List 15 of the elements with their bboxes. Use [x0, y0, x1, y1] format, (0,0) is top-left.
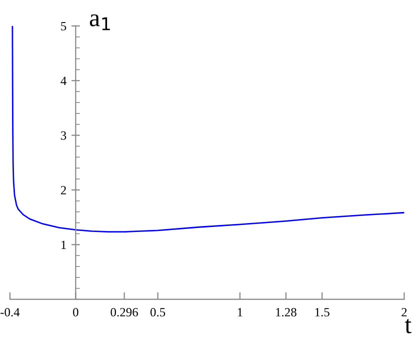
y-tick-label: 2	[60, 186, 66, 194]
y-axis-title: a$_{1}$	[90, 14, 110, 30]
x-tick-label: 1.5	[315, 308, 330, 316]
x-tick-label: 0	[73, 308, 78, 316]
y-tick-label: 4	[60, 76, 66, 85]
y-tick-label: 1	[61, 240, 66, 249]
y-tick-label: 5	[61, 22, 66, 30]
x-tick-label: 1.28	[276, 308, 296, 316]
x-tick-label: 2	[402, 308, 407, 316]
x-tick-label: -0.4	[0, 308, 20, 316]
x-axis-title: t	[404, 318, 412, 334]
x-tick-label: 0.296	[110, 308, 138, 316]
x-tick-label: 1	[238, 308, 242, 316]
x-tick-label: 0.5	[150, 308, 166, 316]
y-tick-label: 3	[60, 131, 66, 140]
